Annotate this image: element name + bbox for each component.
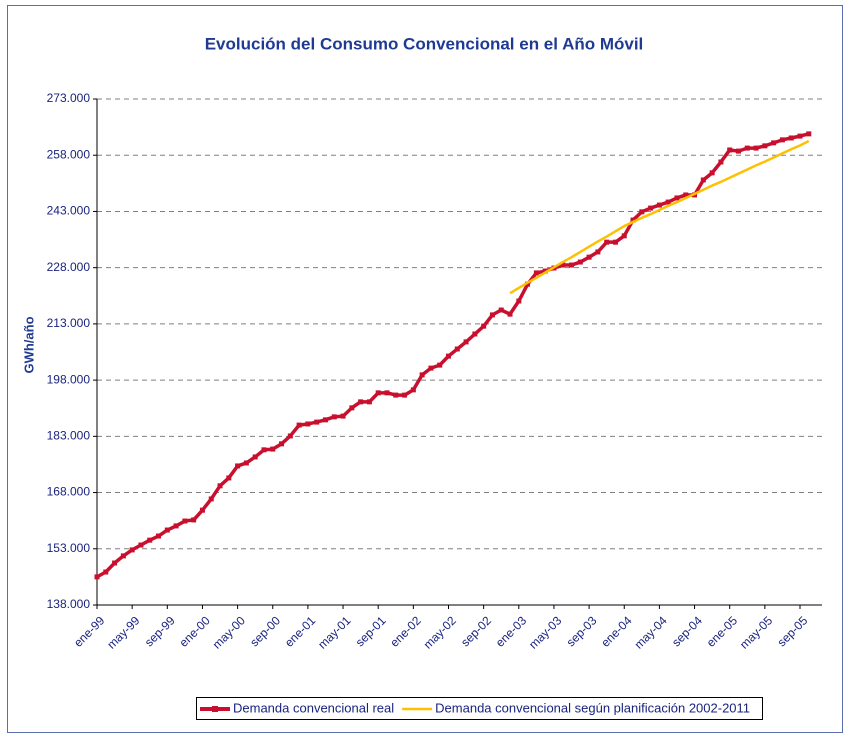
point-marker [147,537,153,543]
point-marker [340,413,346,419]
point-marker [753,145,759,151]
point-marker [94,574,100,580]
point-marker [366,399,372,405]
point-marker [252,454,258,460]
point-marker [542,268,548,274]
point-marker [525,281,531,287]
point-marker [788,135,794,141]
point-marker [243,460,249,466]
point-marker [656,202,662,208]
point-marker [498,307,504,313]
point-marker [806,131,812,137]
point-marker [744,145,750,151]
y-tick-label: 213.000 [47,316,91,330]
point-marker [349,405,355,411]
point-marker [595,249,601,255]
point-marker [762,143,768,149]
point-marker [489,312,495,318]
point-marker [164,527,170,533]
point-marker [648,205,654,211]
point-marker [208,496,214,502]
point-marker [463,339,469,345]
point-marker [718,159,724,165]
point-marker [771,140,777,146]
point-marker [322,417,328,423]
point-marker [437,362,443,368]
point-marker [120,553,126,559]
point-marker [472,331,478,337]
point-marker [779,137,785,143]
point-marker [199,507,205,513]
y-tick-label: 228.000 [47,260,91,274]
point-marker [129,547,135,553]
y-tick-label: 138.000 [47,597,91,611]
point-marker [296,422,302,428]
point-marker [700,177,706,183]
point-marker [279,441,285,447]
point-marker [112,560,118,566]
chart-title: Evolución del Consumo Convencional en el… [205,34,644,53]
y-axis-label: GWh/año [21,316,36,373]
point-marker [727,147,733,153]
point-marker [270,446,276,452]
point-marker [173,523,179,529]
point-marker [314,419,320,425]
point-marker [533,270,539,276]
point-marker [604,239,610,245]
point-marker [665,199,671,205]
point-marker [393,392,399,398]
point-marker [674,195,680,201]
point-marker [639,209,645,215]
point-marker [454,346,460,352]
point-marker [428,365,434,371]
point-marker [569,262,575,268]
y-tick-label: 243.000 [47,204,91,218]
point-marker [331,414,337,420]
point-marker [226,475,232,481]
point-marker [384,390,390,396]
point-marker [419,372,425,378]
point-marker [287,433,293,439]
point-marker [305,421,311,427]
y-tick-label: 168.000 [47,485,91,499]
legend-marker [212,706,218,712]
point-marker [560,262,566,268]
chart-frame [7,5,843,733]
point-marker [586,254,592,260]
point-marker [358,399,364,405]
legend-label: Demanda convencional real [233,700,394,715]
y-tick-label: 153.000 [47,541,91,555]
point-marker [797,133,803,139]
point-marker [612,239,618,245]
y-tick-label: 183.000 [47,429,91,443]
y-tick-label: 198.000 [47,372,91,386]
point-marker [261,447,267,453]
point-marker [156,533,162,539]
point-marker [630,217,636,223]
point-marker [621,233,627,239]
point-marker [191,517,197,523]
point-marker [235,463,241,469]
point-marker [516,298,522,304]
point-marker [138,542,144,548]
y-tick-label: 273.000 [47,91,91,105]
y-tick-label: 258.000 [47,147,91,161]
point-marker [217,483,223,489]
point-marker [402,392,408,398]
point-marker [446,353,451,359]
point-marker [481,323,487,329]
legend-box [196,697,763,720]
point-marker [182,518,188,524]
point-marker [103,569,109,575]
point-marker [507,311,513,317]
point-marker [735,148,741,154]
point-marker [709,170,715,176]
point-marker [577,259,583,265]
point-marker [375,390,381,396]
point-marker [410,387,416,393]
series-line [509,139,810,295]
point-marker [683,192,689,198]
legend-label: Demanda convencional según planificación… [435,700,750,715]
